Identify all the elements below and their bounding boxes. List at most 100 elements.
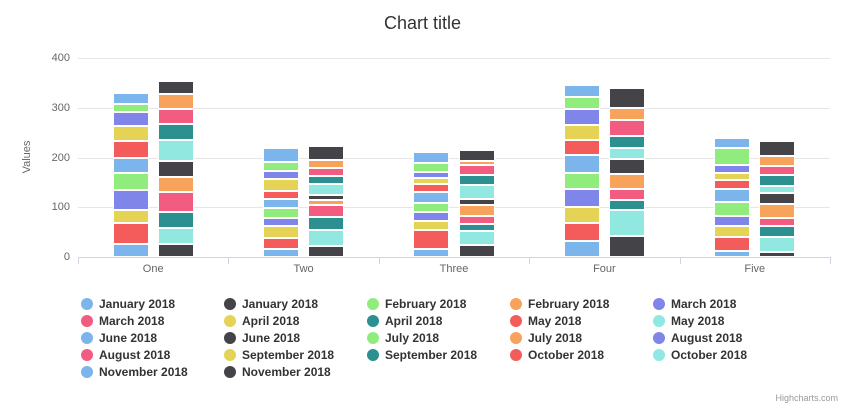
bar-segment[interactable] — [608, 108, 645, 121]
bar-segment[interactable] — [714, 216, 751, 227]
bar-segment[interactable] — [308, 167, 345, 176]
bar-segment[interactable] — [563, 139, 600, 156]
bar-segment[interactable] — [112, 172, 149, 190]
bar-segment[interactable] — [262, 147, 300, 162]
bar-segment[interactable] — [112, 243, 149, 257]
legend-item[interactable]: January 2018 — [206, 295, 349, 312]
bar-segment[interactable] — [759, 175, 796, 187]
bar-segment[interactable] — [157, 80, 194, 95]
bar-segment[interactable] — [714, 251, 751, 257]
bar-segment[interactable] — [157, 211, 194, 228]
legend-item[interactable]: August 2018 — [635, 329, 778, 346]
legend-item[interactable]: June 2018 — [206, 329, 349, 346]
bar-segment[interactable] — [759, 186, 796, 194]
bar-segment[interactable] — [458, 230, 495, 246]
bar-segment[interactable] — [608, 174, 645, 189]
bar-segment[interactable] — [458, 245, 495, 257]
bar-segment[interactable] — [563, 189, 600, 208]
bar-segment[interactable] — [112, 209, 149, 224]
bar-segment[interactable] — [458, 160, 495, 165]
legend-item[interactable]: November 2018 — [63, 364, 206, 381]
bar-segment[interactable] — [714, 236, 751, 252]
bar-segment[interactable] — [759, 166, 796, 176]
bar-segment[interactable] — [112, 223, 149, 244]
legend-item[interactable]: March 2018 — [63, 312, 206, 329]
legend-item[interactable]: July 2018 — [349, 329, 492, 346]
bar-segment[interactable] — [157, 94, 194, 109]
bar-segment[interactable] — [157, 140, 194, 161]
bar-segment[interactable] — [262, 190, 300, 199]
bar-segment[interactable] — [308, 216, 345, 230]
bar-segment[interactable] — [262, 170, 300, 179]
bar-segment[interactable] — [759, 193, 796, 205]
bar-segment[interactable] — [563, 172, 600, 190]
bar-segment[interactable] — [308, 205, 345, 217]
bar-segment[interactable] — [413, 203, 450, 213]
bar-segment[interactable] — [157, 160, 194, 178]
bar-segment[interactable] — [563, 108, 600, 125]
bar-segment[interactable] — [262, 237, 300, 250]
bar-segment[interactable] — [608, 158, 645, 175]
bar-segment[interactable] — [563, 84, 600, 97]
bar-segment[interactable] — [262, 207, 300, 219]
bar-segment[interactable] — [112, 103, 149, 112]
bar-segment[interactable] — [458, 204, 495, 216]
legend-item[interactable]: April 2018 — [349, 312, 492, 329]
bar-segment[interactable] — [608, 148, 645, 159]
bar-segment[interactable] — [759, 237, 796, 252]
bar-segment[interactable] — [608, 210, 645, 237]
bar-segment[interactable] — [458, 215, 495, 225]
legend-item[interactable]: September 2018 — [349, 347, 492, 364]
bar-segment[interactable] — [112, 92, 149, 104]
bar-segment[interactable] — [308, 246, 345, 257]
legend-item[interactable]: November 2018 — [206, 364, 349, 381]
legend-item[interactable]: May 2018 — [635, 312, 778, 329]
bar-segment[interactable] — [458, 224, 495, 231]
bar-segment[interactable] — [262, 226, 300, 238]
bar-segment[interactable] — [308, 175, 345, 185]
bar-segment[interactable] — [563, 240, 600, 257]
bar-segment[interactable] — [563, 96, 600, 109]
bar-segment[interactable] — [413, 230, 450, 250]
legend-item[interactable]: September 2018 — [206, 347, 349, 364]
bar-segment[interactable] — [759, 140, 796, 156]
bar-segment[interactable] — [458, 199, 495, 205]
bar-segment[interactable] — [308, 184, 345, 196]
bar-segment[interactable] — [714, 226, 751, 237]
legend-item[interactable]: May 2018 — [492, 312, 635, 329]
bar-segment[interactable] — [308, 159, 345, 168]
legend-item[interactable]: October 2018 — [492, 347, 635, 364]
bar-segment[interactable] — [262, 218, 300, 227]
bar-segment[interactable] — [413, 178, 450, 184]
bar-segment[interactable] — [714, 137, 751, 149]
bar-segment[interactable] — [157, 227, 194, 245]
bar-segment[interactable] — [308, 199, 345, 206]
bar-segment[interactable] — [413, 191, 450, 204]
bar-segment[interactable] — [714, 180, 751, 190]
bar-segment[interactable] — [608, 120, 645, 137]
bar-segment[interactable] — [458, 149, 495, 161]
legend-item[interactable]: August 2018 — [63, 347, 206, 364]
bar-segment[interactable] — [157, 177, 194, 192]
bar-segment[interactable] — [563, 155, 600, 173]
bar-segment[interactable] — [608, 236, 645, 257]
bar-segment[interactable] — [608, 136, 645, 149]
legend-item[interactable]: February 2018 — [492, 295, 635, 312]
bar-segment[interactable] — [608, 88, 645, 109]
legend-item[interactable]: January 2018 — [63, 295, 206, 312]
bar-segment[interactable] — [458, 174, 495, 186]
bar-segment[interactable] — [157, 244, 194, 257]
legend-item[interactable]: March 2018 — [635, 295, 778, 312]
bar-segment[interactable] — [157, 108, 194, 124]
bar-segment[interactable] — [759, 155, 796, 167]
bar-segment[interactable] — [563, 124, 600, 140]
highcharts-credit[interactable]: Highcharts.com — [775, 393, 838, 403]
bar-segment[interactable] — [759, 225, 796, 238]
bar-segment[interactable] — [262, 161, 300, 171]
bar-segment[interactable] — [759, 204, 796, 218]
bar-segment[interactable] — [608, 188, 645, 200]
bar-segment[interactable] — [262, 249, 300, 257]
bar-segment[interactable] — [413, 212, 450, 221]
bar-segment[interactable] — [458, 185, 495, 200]
legend-item[interactable]: February 2018 — [349, 295, 492, 312]
